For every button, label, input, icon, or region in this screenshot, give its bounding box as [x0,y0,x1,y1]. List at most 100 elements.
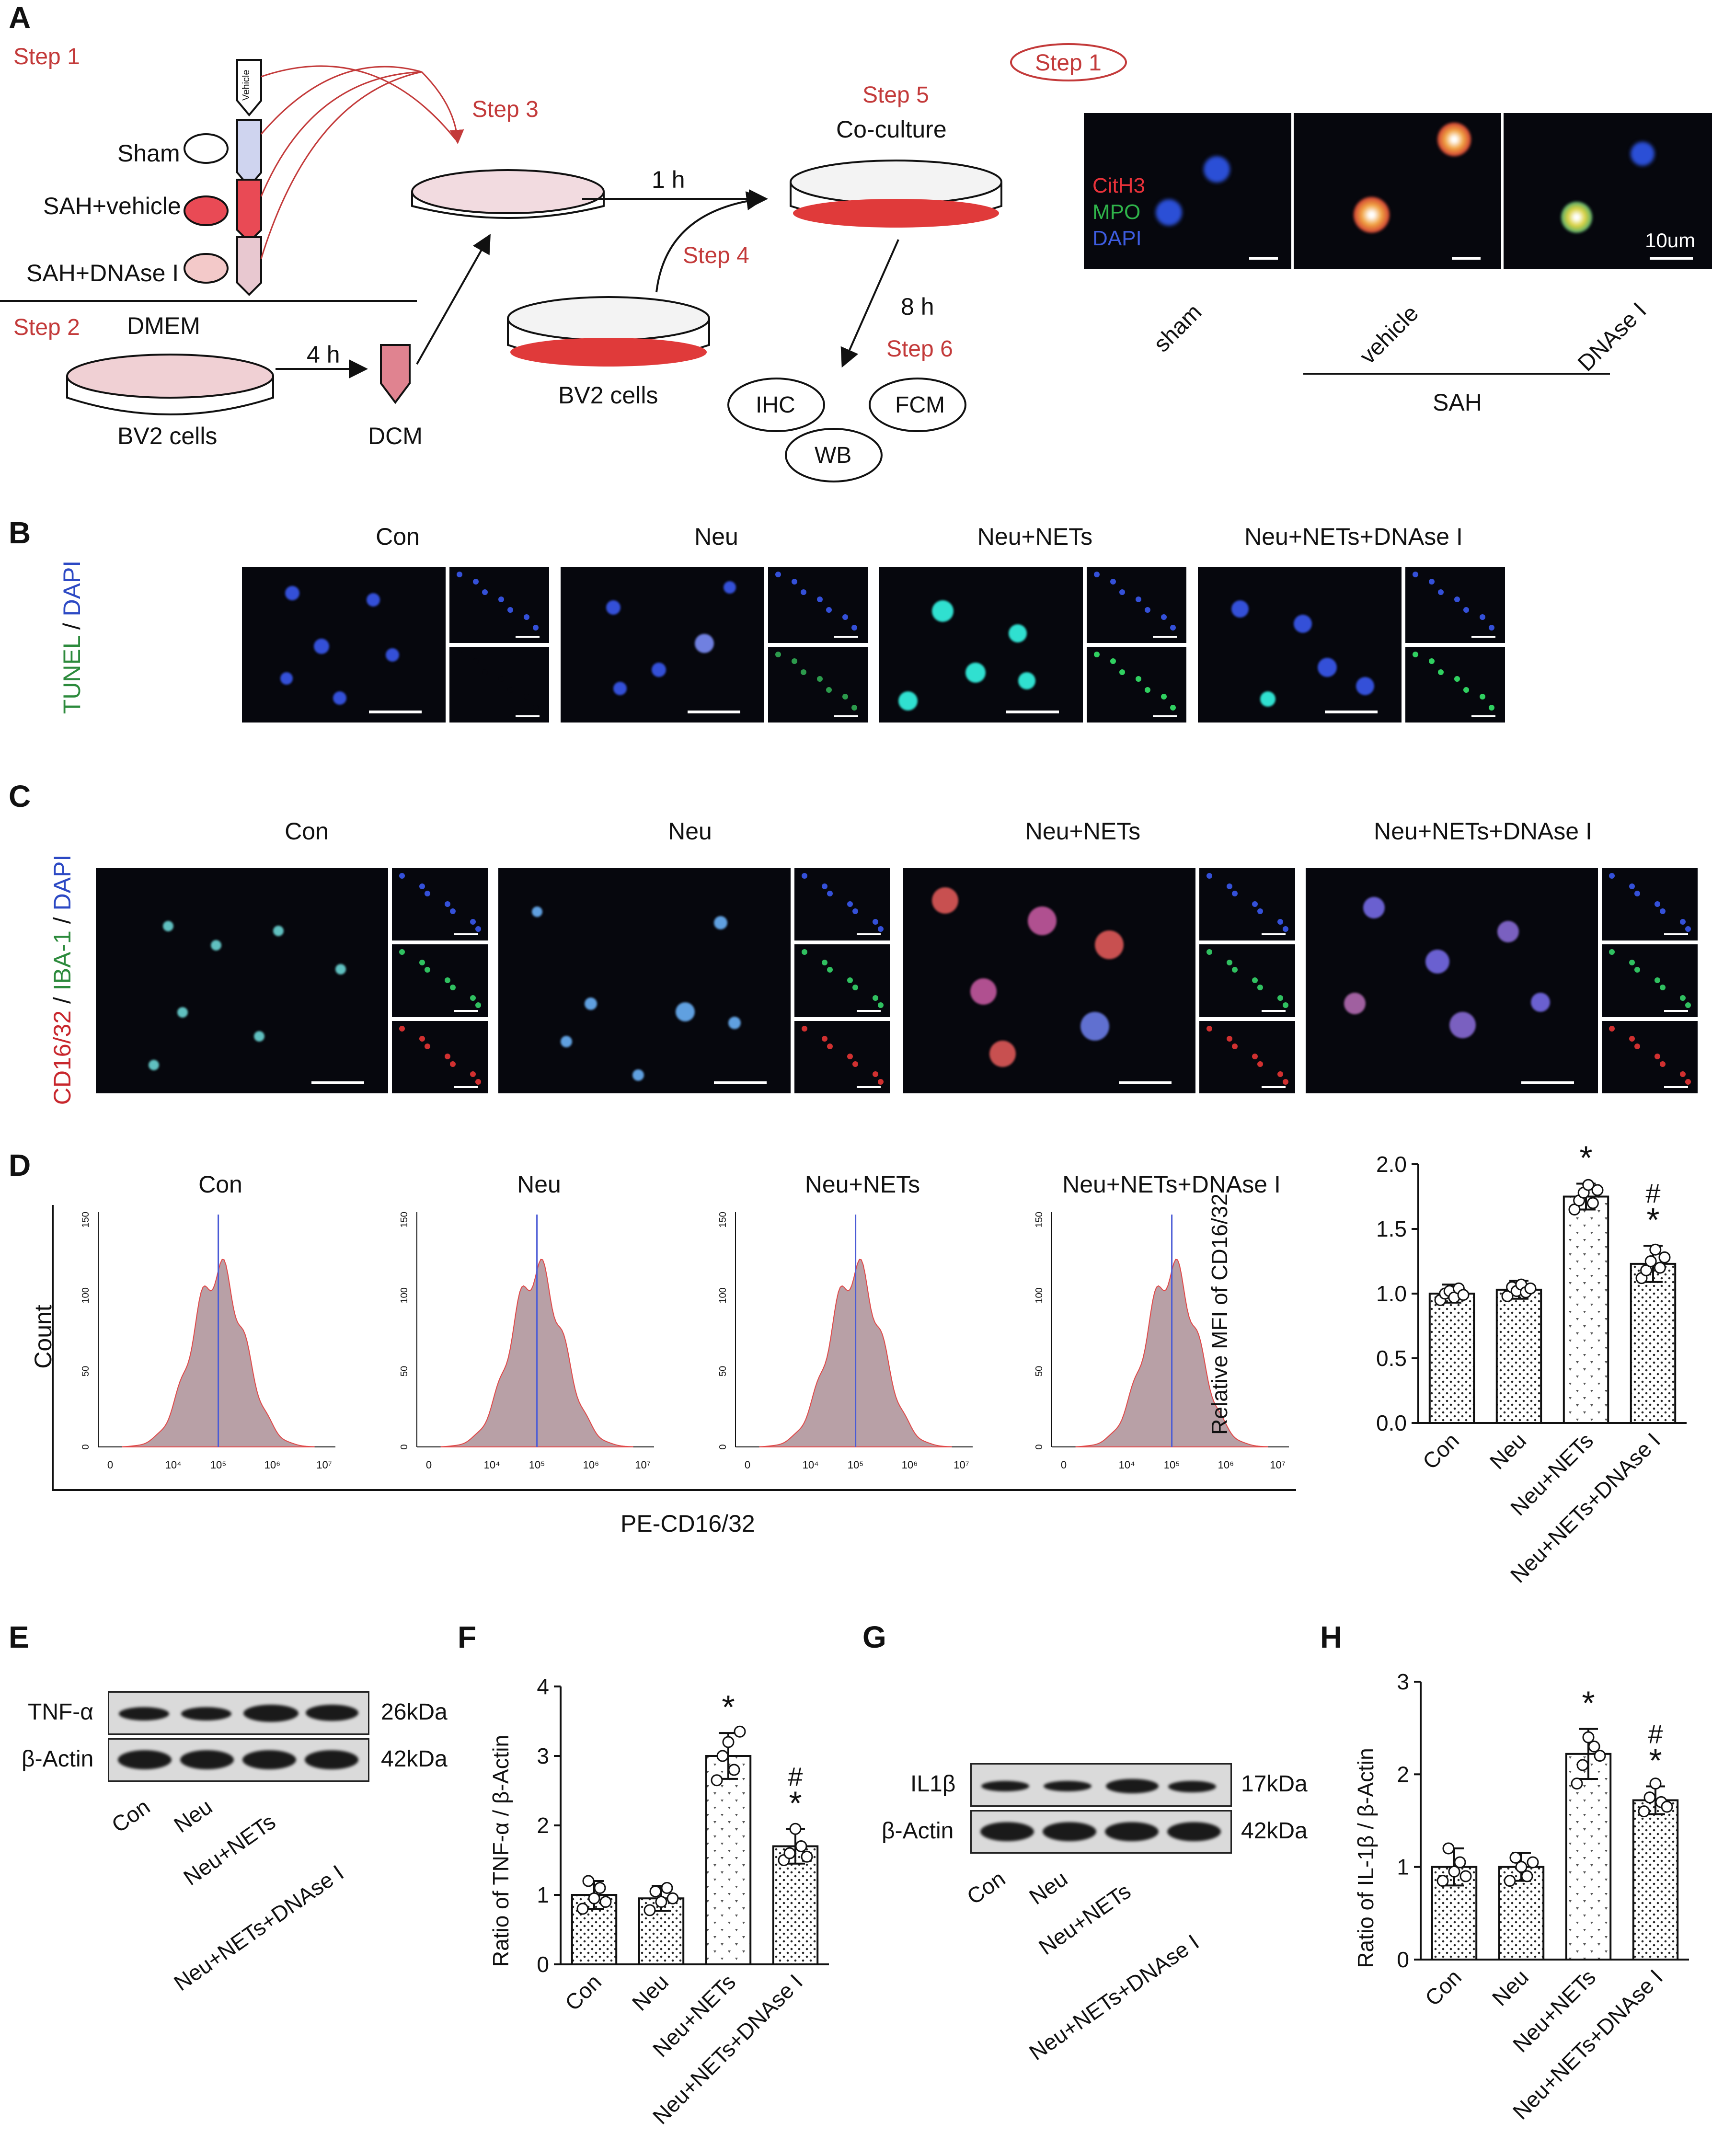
x-category-label: Con [560,1969,606,2015]
histogram-2: 0 50 100 150 0 10⁴ 10⁵ 10⁶ 10⁷ [718,1212,973,1471]
hist-y-tick: 0 [1034,1444,1045,1449]
hist-x-tick: 0 [426,1459,432,1471]
data-point [1527,1856,1539,1869]
step4-label: Step 4 [683,243,749,268]
data-point [1594,1750,1606,1762]
data-point [649,1885,662,1898]
c-header-neu: Neu [668,818,712,845]
dcm-label: DCM [368,423,423,449]
scale-bar [1006,711,1059,713]
y-tick-label: 3 [1397,1669,1409,1694]
mouse-dnase [184,253,229,284]
b-header-con: Con [376,523,420,550]
scale-bar [1325,711,1378,713]
b-dnase-channel [1405,567,1505,643]
panel-a-schematic [0,43,1610,482]
c-neu-channel [794,944,890,1017]
histogram-layer: 0 50 100 150 0 10⁴ 10⁵ 10⁶ 10⁷ 0 50 100 150 0 10⁴ 10⁵ 10… [52,1205,1296,1491]
e-row-actin-label: β-Actin [22,1746,94,1772]
c-neu-main [498,868,791,1093]
x-category-label: Neu [1487,1964,1533,2010]
c-dnase-channel [1602,868,1698,941]
y-tick-label: 1 [537,1882,549,1907]
data-point [716,1750,729,1762]
panel-label-f: F [458,1620,477,1654]
scale-bar [454,933,478,936]
c-con-channel [392,944,488,1017]
hist-x-tick: 10⁵ [848,1459,864,1471]
data-point [643,1904,656,1916]
e-row-tnf-label: TNF-α [28,1699,94,1725]
hist-x-tick: 0 [745,1459,750,1471]
histogram-0: 0 50 100 150 0 10⁴ 10⁵ 10⁶ 10⁷ [80,1212,335,1471]
c-dnase-main [1306,868,1598,1093]
oval-fcm [869,378,966,432]
bv2-mid-label: BV2 cells [558,382,658,409]
y-tick-label: 0.0 [1376,1411,1407,1435]
c-ylabel-iba1: IBA-1 [49,930,76,991]
stain-label-mpo: MPO [1092,200,1141,224]
b-header-neu: Neu [694,523,738,550]
tube-vehicle [236,179,262,243]
histogram-1: 0 50 100 150 0 10⁴ 10⁵ 10⁶ 10⁷ [399,1212,654,1471]
scale-bar [1471,635,1495,638]
data-point [711,1774,723,1787]
x-category-label: Con [1420,1964,1466,2010]
scale-bar [1119,1081,1172,1084]
hist-x-tick: 10⁵ [210,1459,227,1471]
hist-x-tick: 10⁷ [954,1459,969,1471]
step2-label: Step 2 [13,315,80,340]
bar-2 [1563,1195,1609,1424]
data-point [1442,1842,1455,1855]
panel-label-a: A [9,0,31,35]
significance-mark: * [1579,1139,1592,1177]
data-point [734,1725,746,1738]
hist-x-tick: 10⁵ [529,1459,545,1471]
data-point [1509,1851,1522,1864]
group-sah-vehicle: SAH+vehicle [43,193,181,219]
hist-x-tick: 10⁷ [316,1459,332,1471]
data-point [1638,1805,1650,1818]
b-nets-channel [1087,646,1186,722]
c-con-main [96,868,388,1093]
panel-label-g: G [862,1620,886,1654]
b-header-dnase: Neu+NETs+DNAse I [1244,523,1463,550]
significance-mark: # [788,1761,803,1791]
hist-x-tick: 10⁶ [1218,1459,1234,1471]
oval-ihc [727,378,825,432]
b-con-channel [449,567,549,643]
c-dnase-channel [1602,1021,1698,1093]
c-con-channel [392,1021,488,1093]
panel-label-c: C [9,779,31,814]
hist-x-tick: 10⁷ [1270,1459,1285,1471]
data-point [1448,1865,1460,1878]
mouse-sham [184,133,229,164]
scale-bar [1262,1009,1286,1012]
y-tick-label: 0 [537,1952,549,1977]
hist-x-tick: 10⁴ [165,1459,182,1471]
d-header-con: Con [198,1171,242,1198]
data-point [783,1847,796,1859]
data-point [655,1896,667,1908]
scale-bar [1471,715,1495,717]
data-point [588,1892,600,1904]
hist-x-tick: 10⁴ [803,1459,819,1471]
bar-3 [772,1845,819,1965]
g-row-actin-label: β-Actin [882,1818,954,1844]
micrograph-dnase: 10um [1504,113,1712,269]
data-point [1576,1759,1589,1771]
y-tick-label: 0 [1397,1947,1409,1972]
b-dnase-channel [1405,646,1505,722]
data-point [594,1882,606,1894]
sah-label: SAH [1433,389,1482,416]
data-point [576,1903,589,1915]
g-row-il1b-size: 17kDa [1241,1771,1308,1797]
data-point [1644,1255,1657,1267]
c-nets-channel [1199,868,1295,941]
step1-oval [1010,43,1127,81]
significance-mark: * [1649,1742,1662,1779]
c-nets-main [903,868,1195,1093]
c-nets-channel [1199,944,1295,1017]
data-point [599,1896,612,1908]
